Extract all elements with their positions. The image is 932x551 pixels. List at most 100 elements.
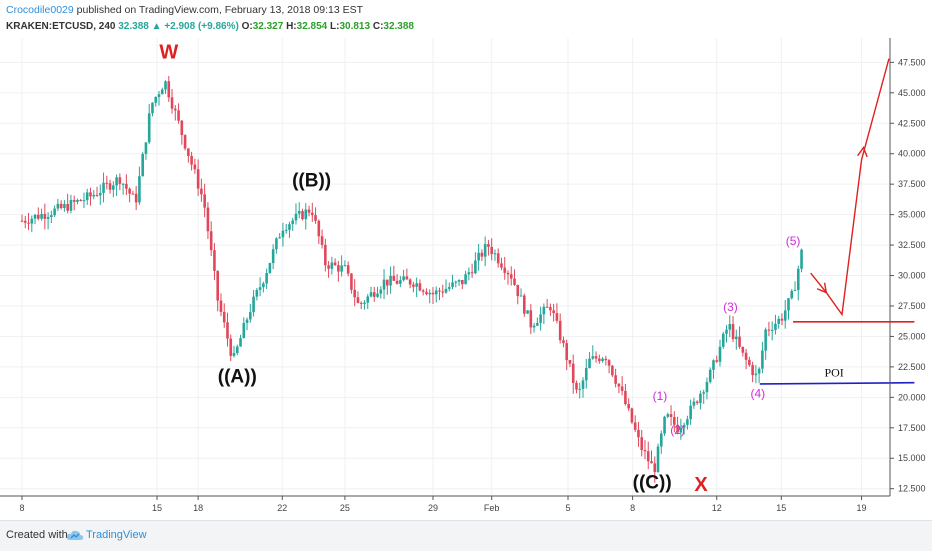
candle-body [464,274,467,285]
chart-grid [0,38,890,496]
author-link[interactable]: Crocodile0029 [6,4,74,16]
candle-body [320,236,324,245]
y-tick-label: 37.500 [898,179,926,189]
candle-body [327,265,330,269]
high-label: H: [286,21,297,32]
candle-body [278,237,281,239]
footer-bar: Created with TradingView [0,520,932,551]
candle-body [598,358,601,362]
candle-body [144,142,148,154]
x-tick-label: 18 [193,503,203,513]
wave-labels: W ((A)) ((B)) ((C)) X (1) (2) (3) (4) (5) POI [159,42,843,496]
y-tick-label: 45.000 [898,88,926,98]
candle-body [425,291,428,295]
candle-body [252,296,255,313]
candle-body [262,283,265,288]
x-tick-label: 8 [630,503,635,513]
candle-body [712,360,715,370]
candle-body [72,199,76,202]
candle-body [428,292,432,295]
candle-body [562,340,565,344]
candle-body [382,279,386,290]
y-tick-label: 32.500 [898,240,926,250]
candle-body [748,359,751,366]
candle-body [542,306,546,315]
candle-body [790,290,794,299]
candle-body [304,209,308,220]
candle-body [470,272,474,274]
last-price: 32.388 [118,21,149,32]
candle-body [620,386,624,391]
candle-body [131,193,135,195]
tradingview-link[interactable]: TradingView [86,529,147,541]
candle-body [89,192,92,197]
x-tick-label: 25 [340,503,350,513]
candle-body [95,194,99,196]
candle-body [757,368,761,374]
wave-label: ((C)) [633,473,672,494]
candle-body [536,322,539,326]
candle-body [291,220,295,225]
candle-body [444,288,448,293]
candle-body [630,408,634,423]
candle-body [496,253,500,264]
candle-body [281,230,285,238]
candle-body [350,273,353,290]
y-tick-label: 12.500 [898,484,926,494]
candle-body [222,311,226,323]
wave-label: (1) [653,389,668,403]
candle-body [183,135,187,149]
wave-label: (4) [750,386,765,400]
candle-body [519,295,523,297]
candle-body [219,300,223,312]
candle-body [112,185,115,190]
open-value: 32.327 [252,21,284,32]
candle-body [40,213,43,219]
candle-body [679,427,683,433]
candle-body [682,424,686,428]
candle-body [356,297,360,303]
publish-info: Crocodile0029 published on TradingView.c… [6,4,363,16]
candle-body [451,282,454,288]
candle-body [173,108,177,111]
candle-body [676,424,679,433]
candle-body [447,287,451,289]
candle-body [190,156,193,165]
candle-body [438,290,441,292]
candle-body [209,231,213,251]
candle-body [337,265,340,272]
candle-body [793,289,797,291]
low-value: 30.813 [339,21,371,32]
candle-body [764,329,767,351]
y-tick-label: 25.000 [898,331,926,341]
x-tick-label: 22 [277,503,287,513]
candle-body [301,211,304,220]
candle-body [461,279,464,285]
x-tick-label: 15 [152,503,162,513]
y-tick-label: 35.000 [898,210,926,220]
candle-body [487,244,490,247]
candle-body [102,182,105,193]
close-value: 32.388 [383,21,414,32]
candle-body [601,358,604,362]
candle-body [324,244,327,266]
candle-body [761,350,764,369]
price-chart[interactable]: W ((A)) ((B)) ((C)) X (1) (2) (3) (4) (5) POI 8 15 1… [0,38,932,520]
candle-body [490,246,493,255]
chart-header: Crocodile0029 published on TradingView.c… [0,0,932,38]
candle-body [552,310,555,314]
candle-body [203,194,206,208]
candle-body [151,102,154,114]
y-tick-label: 20.000 [898,392,926,402]
close-label: C: [372,21,384,32]
y-tick-label: 40.000 [898,149,926,159]
candle-body [294,213,298,221]
candle-body [196,169,200,189]
candle-body [125,183,128,189]
candle-body [395,280,399,284]
candle-body [82,200,86,202]
candle-body [633,422,637,430]
candle-body [800,249,803,269]
wave-label: (3) [723,300,738,314]
poi-line [759,381,915,385]
